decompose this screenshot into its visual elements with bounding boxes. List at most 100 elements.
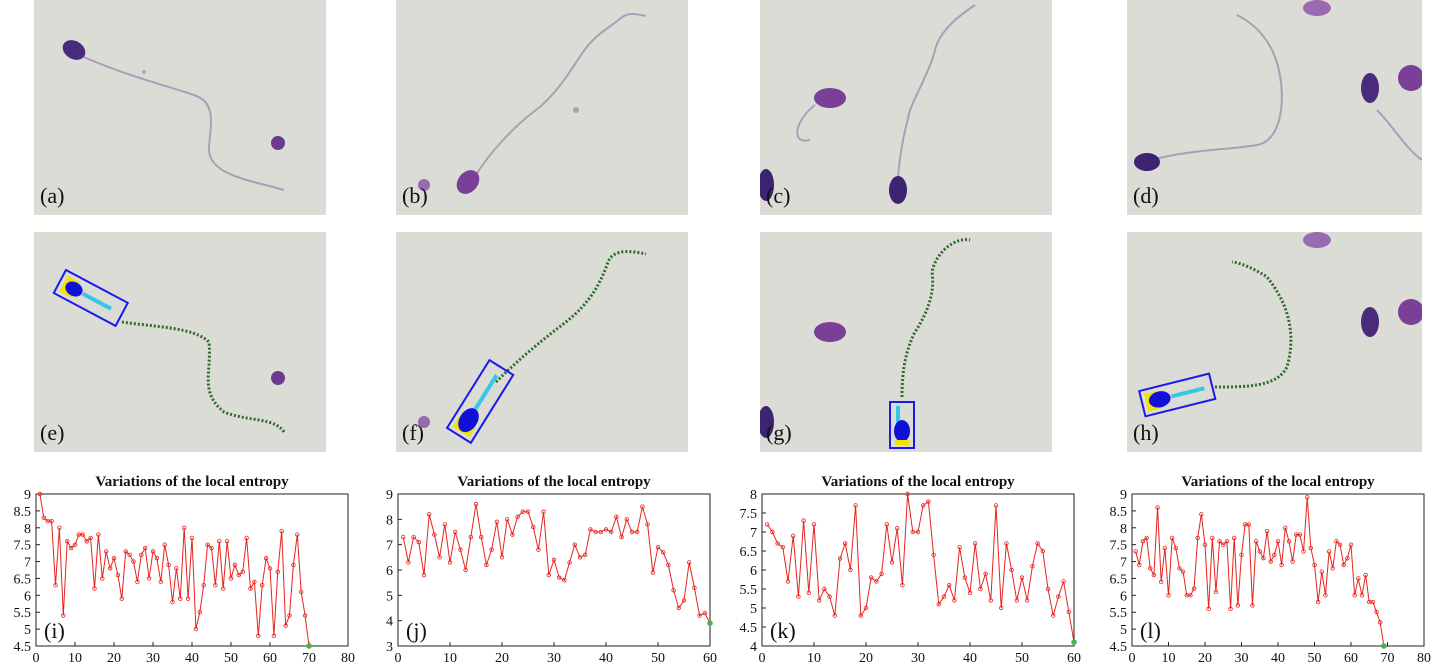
data-point bbox=[244, 535, 249, 541]
entropy-series-line bbox=[1135, 497, 1385, 647]
data-point bbox=[790, 533, 796, 538]
end-point bbox=[1071, 639, 1077, 646]
data-point bbox=[131, 559, 136, 564]
entropy-chart-i: Variations of the local entropy 0 10 20 30 40… bbox=[0, 470, 360, 667]
x-tick-label: 10 bbox=[68, 651, 82, 666]
data-point bbox=[1158, 579, 1164, 585]
y-tick-label: 9 bbox=[1120, 488, 1127, 503]
annotated-h: (h) bbox=[1127, 232, 1422, 452]
data-point bbox=[931, 552, 936, 557]
data-point bbox=[915, 529, 921, 535]
x-tick-label: 40 bbox=[599, 651, 613, 666]
x-tick-label: 0 bbox=[395, 651, 402, 666]
micrograph-a-image bbox=[34, 0, 326, 215]
x-tick-label: 40 bbox=[1271, 651, 1285, 666]
x-tick-label: 30 bbox=[1235, 651, 1249, 666]
x-tick-label: 40 bbox=[963, 651, 977, 666]
y-tick-label: 8.5 bbox=[1110, 505, 1128, 520]
data-point bbox=[661, 550, 666, 555]
micrograph-c: (c) bbox=[760, 0, 1052, 215]
micrograph-b-image bbox=[396, 0, 688, 215]
data-point bbox=[260, 582, 265, 588]
panel-label: (b) bbox=[402, 183, 428, 208]
micrograph-d-image bbox=[1127, 0, 1422, 215]
data-point bbox=[993, 503, 999, 508]
data-point bbox=[1210, 535, 1215, 541]
data-point bbox=[978, 586, 983, 592]
chart-title: Variations of the local entropy bbox=[1181, 474, 1375, 490]
data-point bbox=[1301, 549, 1306, 554]
entropy-series-line bbox=[766, 493, 1075, 643]
data-point bbox=[655, 544, 661, 550]
data-point bbox=[1051, 613, 1056, 618]
data-point bbox=[551, 557, 557, 563]
panel-label: (i) bbox=[44, 618, 65, 643]
data-point bbox=[816, 598, 822, 603]
data-point bbox=[692, 585, 697, 590]
data-point bbox=[478, 534, 484, 540]
data-point bbox=[1359, 593, 1365, 598]
data-point bbox=[127, 552, 132, 557]
x-tick-label: 80 bbox=[1417, 651, 1431, 666]
y-tick-label: 6 bbox=[1120, 589, 1127, 604]
data-point bbox=[1264, 528, 1270, 534]
data-point bbox=[228, 576, 234, 581]
data-point bbox=[473, 501, 479, 507]
data-point bbox=[115, 572, 121, 578]
data-point bbox=[1374, 610, 1379, 615]
data-point bbox=[197, 610, 202, 615]
y-tick-label: 4 bbox=[386, 615, 393, 630]
micrograph-a: (a) bbox=[34, 0, 326, 215]
data-point bbox=[525, 509, 531, 514]
data-point bbox=[189, 535, 195, 541]
data-point bbox=[1035, 541, 1040, 546]
annotated-e: (e) bbox=[34, 232, 326, 452]
data-point bbox=[217, 539, 222, 544]
entropy-chart-l: Variations of the local entropy 0 10 20 30 40… bbox=[1096, 470, 1436, 667]
data-point bbox=[426, 512, 432, 517]
data-point bbox=[697, 613, 702, 618]
data-point bbox=[842, 541, 848, 546]
entropy-chart-j: Variations of the local entropy 0 10 20 30 40… bbox=[362, 470, 722, 667]
data-point bbox=[1191, 586, 1197, 591]
data-point bbox=[775, 541, 780, 546]
data-point bbox=[1308, 545, 1314, 551]
data-point bbox=[1213, 589, 1219, 595]
data-point bbox=[1261, 555, 1266, 561]
data-point bbox=[541, 509, 546, 514]
micrograph-c-image bbox=[760, 0, 1052, 215]
data-point bbox=[957, 544, 962, 550]
annotated-g-image bbox=[760, 232, 1052, 452]
data-point bbox=[84, 539, 89, 544]
data-point bbox=[267, 566, 273, 571]
data-point bbox=[463, 567, 468, 573]
data-point bbox=[879, 571, 884, 576]
data-point bbox=[868, 575, 874, 580]
x-tick-label: 80 bbox=[341, 651, 355, 666]
data-point bbox=[452, 529, 458, 535]
data-point bbox=[1025, 598, 1030, 603]
end-point bbox=[306, 643, 312, 649]
data-point bbox=[504, 517, 510, 522]
data-point bbox=[629, 529, 635, 535]
data-point bbox=[1272, 552, 1277, 557]
data-point bbox=[894, 526, 900, 531]
y-tick-label: 5 bbox=[1120, 623, 1127, 638]
data-point bbox=[166, 562, 171, 568]
data-point bbox=[162, 542, 167, 547]
data-point bbox=[1363, 572, 1368, 578]
end-point bbox=[707, 620, 713, 627]
data-point bbox=[220, 586, 226, 591]
x-tick-label: 20 bbox=[859, 651, 873, 666]
data-point bbox=[972, 541, 978, 546]
data-point bbox=[884, 522, 889, 527]
data-point bbox=[619, 534, 624, 540]
data-point bbox=[1151, 572, 1157, 578]
panel-label: (a) bbox=[40, 183, 65, 208]
data-point bbox=[614, 514, 619, 519]
x-tick-label: 0 bbox=[33, 651, 40, 666]
data-point bbox=[806, 590, 811, 595]
data-point bbox=[119, 596, 124, 601]
data-point bbox=[1177, 566, 1182, 571]
data-point bbox=[796, 594, 801, 599]
